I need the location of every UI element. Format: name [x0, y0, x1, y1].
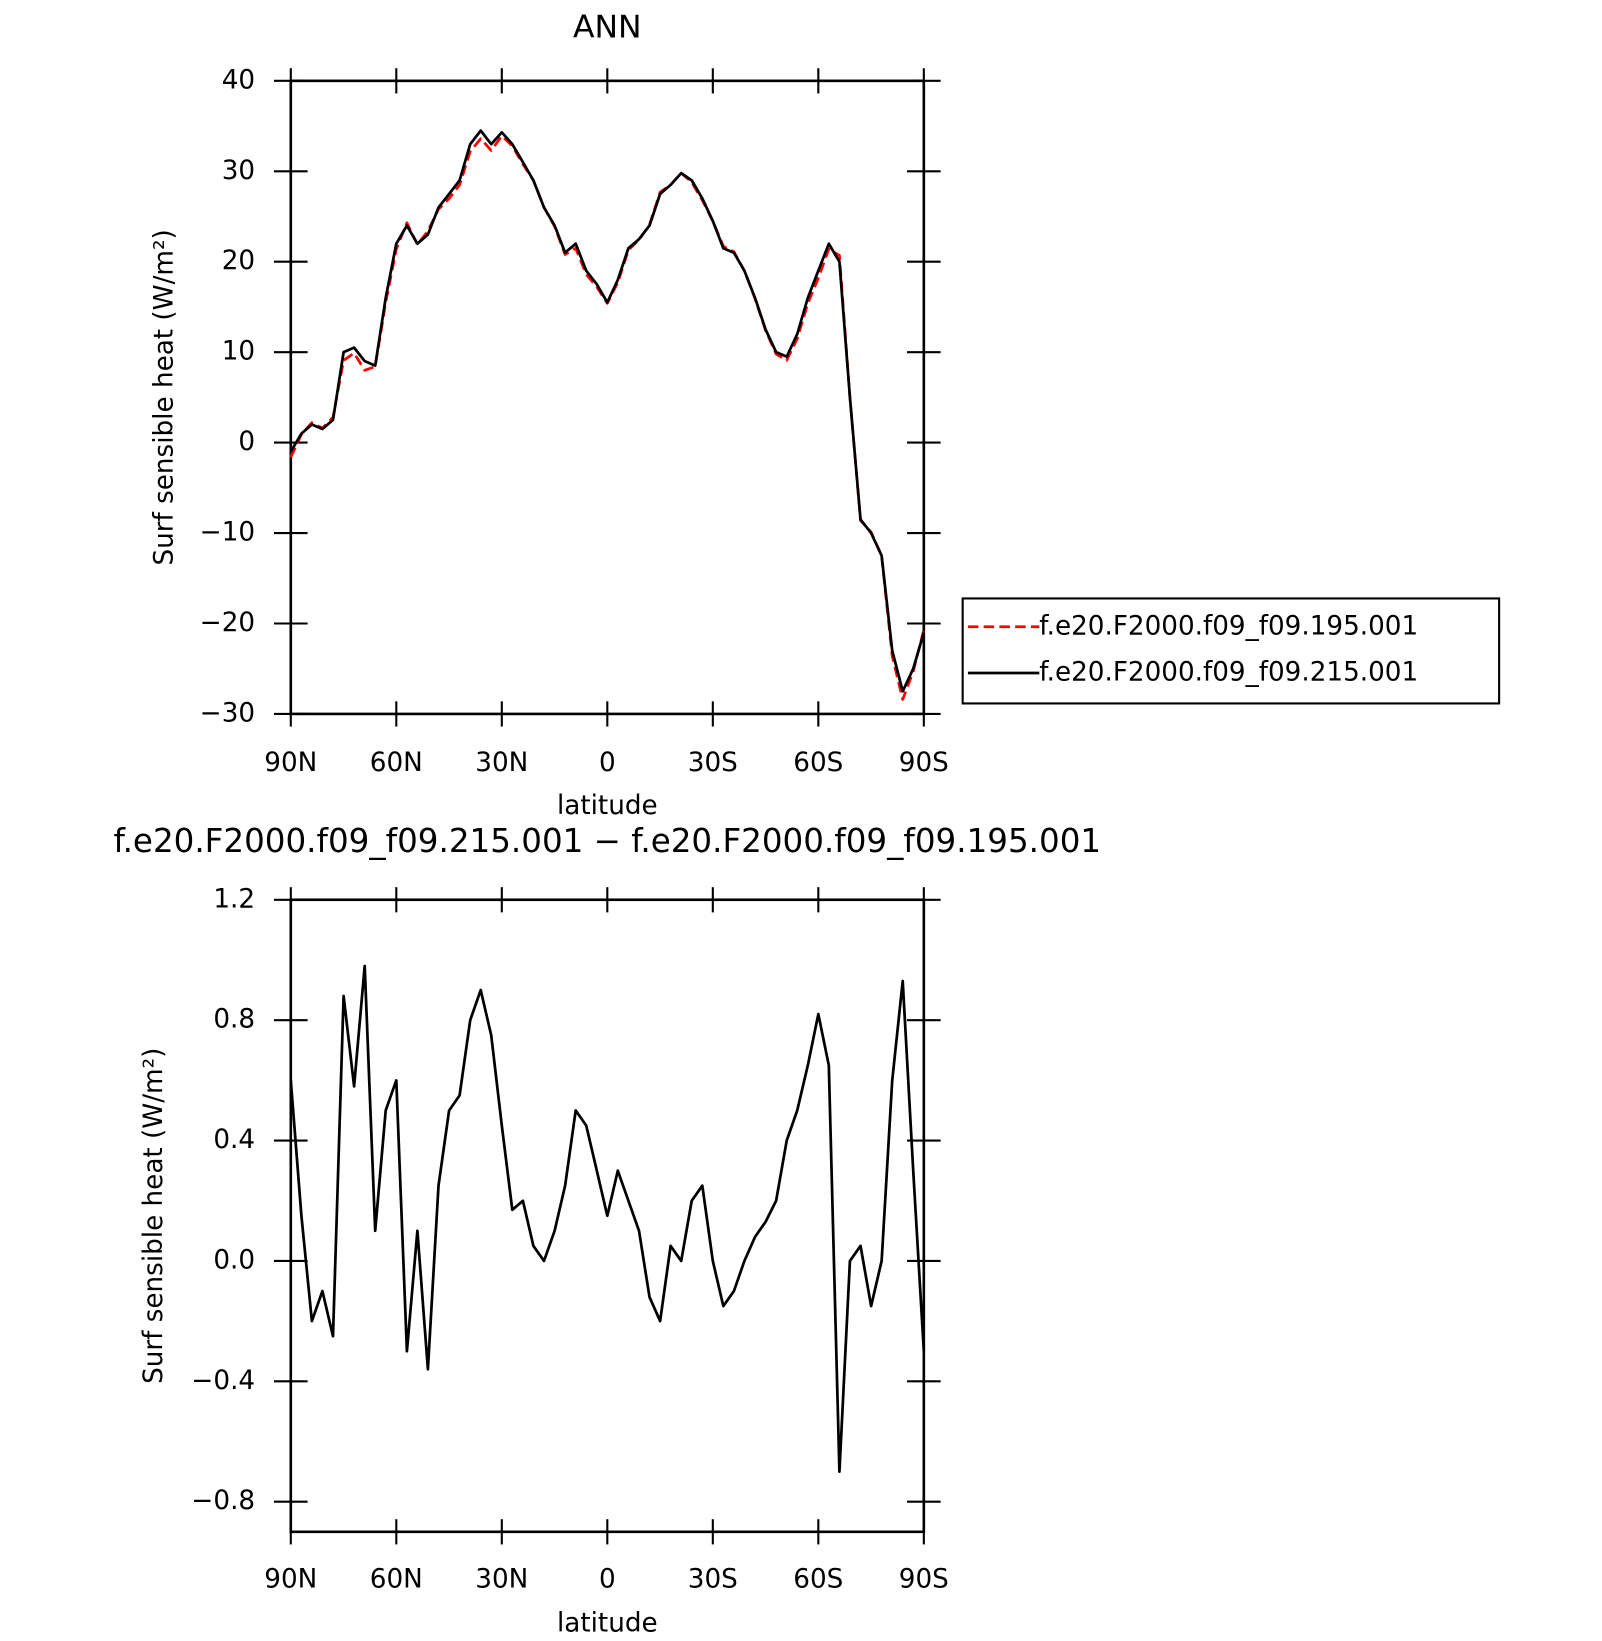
x-tick-label: 30S — [688, 748, 738, 778]
x-tick-label: 90N — [264, 748, 317, 778]
x-tick-label: 90S — [899, 1565, 949, 1595]
y-tick-label: 0 — [238, 427, 255, 457]
y-tick-label: 20 — [222, 246, 255, 276]
chart-title: f.e20.F2000.f09_f09.215.001 − f.e20.F200… — [114, 822, 1102, 860]
data-line — [289, 134, 926, 701]
y-tick-label: −30 — [200, 698, 255, 728]
chart-title: ANN — [573, 9, 642, 45]
x-tick-label: 0 — [599, 748, 616, 778]
x-tick-label: 60N — [370, 1565, 423, 1595]
x-tick-label: 60S — [793, 1565, 843, 1595]
plot-frame — [289, 79, 926, 716]
plot-frame — [289, 898, 926, 1534]
data-line — [289, 129, 926, 693]
y-tick-label: 40 — [222, 65, 255, 95]
x-tick-label: 90N — [264, 1565, 317, 1595]
x-tick-label: 30S — [688, 1565, 738, 1595]
y-axis-title: Surf sensible heat (W/m²) — [139, 1048, 169, 1384]
x-axis-title: latitude — [557, 791, 658, 821]
y-tick-label: 0.4 — [213, 1125, 255, 1155]
y-tick-label: −10 — [200, 518, 255, 548]
x-tick-label: 90S — [899, 748, 949, 778]
y-axis-title: Surf sensible heat (W/m²) — [149, 229, 179, 565]
y-tick-label: 10 — [222, 337, 255, 367]
x-tick-label: 60S — [793, 748, 843, 778]
data-line — [289, 964, 926, 1474]
x-tick-label: 30N — [475, 1565, 528, 1595]
x-tick-label: 60N — [370, 748, 423, 778]
legend-box — [961, 597, 1501, 705]
y-tick-label: 30 — [222, 156, 255, 186]
y-tick-label: 0.8 — [213, 1005, 255, 1035]
x-tick-label: 30N — [475, 748, 528, 778]
legend-label: f.e20.F2000.f09_f09.215.001 — [1039, 657, 1418, 687]
y-tick-label: −0.8 — [191, 1486, 255, 1516]
y-tick-label: 1.2 — [213, 884, 255, 914]
legend-label: f.e20.F2000.f09_f09.195.001 — [1039, 611, 1418, 641]
x-axis-title: latitude — [557, 1609, 658, 1639]
y-tick-label: 0.0 — [213, 1245, 255, 1275]
x-tick-label: 0 — [599, 1565, 616, 1595]
y-tick-label: −20 — [200, 608, 255, 638]
y-tick-label: −0.4 — [191, 1366, 255, 1396]
